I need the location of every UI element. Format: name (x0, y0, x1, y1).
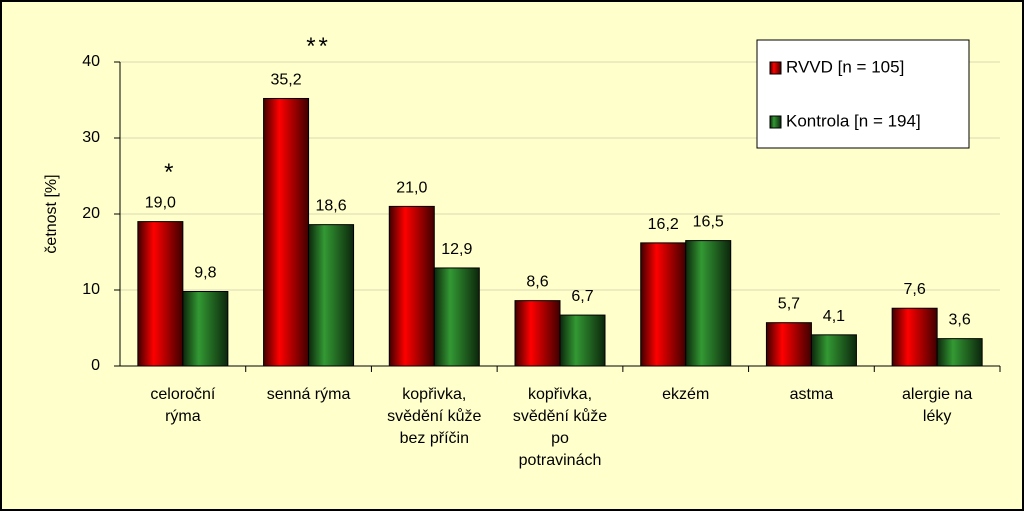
x-tick-label: alergie na léky (902, 386, 972, 425)
annotation: * (164, 159, 176, 186)
value-label: 8,6 (526, 274, 548, 291)
value-label: 18,6 (316, 198, 347, 215)
value-label: 4,1 (823, 308, 845, 325)
bar (137, 221, 184, 367)
legend-label: RVVD [n = 105] (786, 57, 904, 76)
x-tick-label: kopřivka, svědění kůže po potravinách (513, 386, 607, 469)
y-tick-label: 30 (82, 129, 100, 146)
bar (388, 205, 435, 367)
bar (891, 307, 938, 367)
annotation: ** (306, 33, 331, 60)
x-tick-label: senná rýma (267, 386, 351, 403)
x-tick-label: celoroční rýma (150, 386, 215, 425)
y-axis-label: četnost [%] (43, 174, 60, 253)
value-label: 35,2 (271, 71, 302, 88)
y-tick-label: 40 (82, 53, 100, 70)
value-label: 9,8 (194, 265, 216, 282)
value-label: 5,7 (778, 296, 800, 313)
bar (810, 334, 857, 367)
value-label: 21,0 (396, 179, 427, 196)
bar (559, 314, 606, 367)
x-tick-label: ekzém (662, 386, 709, 403)
x-tick-label: kopřivka, svědění kůže bez příčin (387, 386, 481, 447)
legend-box (756, 39, 970, 149)
bar (936, 338, 983, 367)
value-label: 12,9 (441, 241, 472, 258)
value-label: 16,2 (648, 216, 679, 233)
legend-swatch (769, 61, 782, 75)
value-label: 19,0 (145, 195, 176, 212)
bar (433, 267, 480, 367)
bar (514, 300, 561, 367)
legend-label: Kontrola [n = 194] (786, 111, 921, 130)
value-label: 16,5 (693, 214, 724, 231)
legend-swatch (769, 115, 782, 129)
x-tick-label: astma (790, 386, 834, 403)
y-tick-label: 0 (91, 357, 100, 374)
value-label: 6,7 (571, 288, 593, 305)
y-tick-label: 10 (82, 281, 100, 298)
bar (263, 97, 310, 367)
y-tick-label: 20 (82, 205, 100, 222)
bar (308, 224, 355, 367)
bar (685, 240, 732, 367)
value-label: 3,6 (949, 312, 971, 329)
value-label: 7,6 (904, 281, 926, 298)
bar (640, 242, 687, 367)
bar (765, 322, 812, 367)
bar (182, 291, 229, 367)
